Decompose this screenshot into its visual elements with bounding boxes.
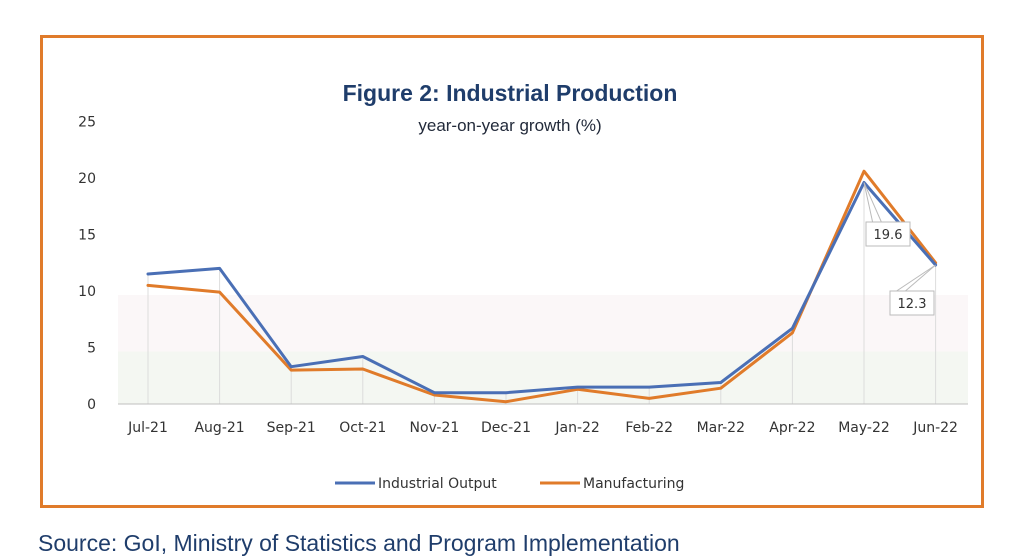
chart-subtitle: year-on-year growth (%) <box>418 116 601 135</box>
y-tick-label: 25 <box>78 115 96 131</box>
y-tick-label: 10 <box>78 284 96 300</box>
x-axis-ticks: Jul-21 Aug-21 Sep-21 Oct-21 Nov-21 Dec-21 Jan-… <box>127 420 958 436</box>
callout-box <box>889 290 935 316</box>
x-tick-label: Aug-21 <box>194 420 244 436</box>
callout-label: 19.6 <box>874 228 903 243</box>
y-tick-label: 20 <box>78 171 96 187</box>
x-tick-label: Oct-21 <box>339 420 386 436</box>
x-tick-label: Jan-22 <box>554 420 599 436</box>
drop-lines <box>147 182 937 404</box>
plot-background <box>118 295 968 404</box>
source-note: Source: GoI, Ministry of Statistics and … <box>38 530 680 556</box>
y-tick-label: 15 <box>78 228 96 244</box>
x-tick-label: Nov-21 <box>409 420 459 436</box>
callout-box <box>865 221 911 247</box>
x-tick-label: Jun-22 <box>912 420 958 436</box>
x-tick-label: May-22 <box>838 420 890 436</box>
legend: Industrial Output Manufacturing <box>335 476 684 492</box>
callout-label: 12.3 <box>898 297 927 312</box>
legend-label: Industrial Output <box>378 476 497 492</box>
x-tick-label: Dec-21 <box>481 420 531 436</box>
x-tick-label: Apr-22 <box>769 420 815 436</box>
y-tick-label: 5 <box>87 341 96 357</box>
y-tick-label: 0 <box>87 397 96 413</box>
y-axis-ticks: 0 5 10 15 20 25 <box>78 115 96 414</box>
legend-label: Manufacturing <box>583 476 684 492</box>
x-tick-label: Mar-22 <box>697 420 745 436</box>
chart-title: Figure 2: Industrial Production <box>343 80 678 106</box>
data-callouts: 19.6 12.3 <box>863 182 936 316</box>
x-tick-label: Jul-21 <box>127 420 168 436</box>
series-line-industrial-output <box>146 181 938 395</box>
callout-pointer <box>894 264 936 292</box>
series-lines <box>146 169 938 404</box>
x-tick-label: Feb-22 <box>625 420 673 436</box>
x-tick-label: Sep-21 <box>267 420 316 436</box>
